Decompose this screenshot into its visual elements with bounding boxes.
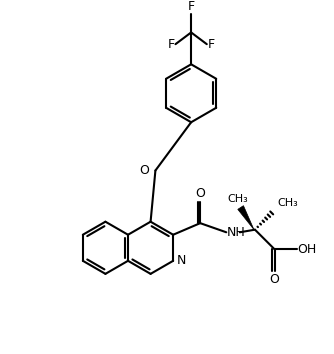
Text: F: F: [208, 38, 215, 51]
Text: O: O: [270, 273, 280, 286]
Text: O: O: [195, 187, 205, 200]
Text: CH₃: CH₃: [278, 198, 298, 208]
Text: F: F: [188, 0, 195, 13]
Text: NH: NH: [227, 226, 246, 239]
Text: N: N: [177, 254, 186, 267]
Polygon shape: [238, 206, 254, 230]
Text: OH: OH: [298, 243, 317, 256]
Text: F: F: [167, 38, 175, 51]
Text: CH₃: CH₃: [227, 194, 248, 204]
Text: O: O: [140, 164, 150, 177]
